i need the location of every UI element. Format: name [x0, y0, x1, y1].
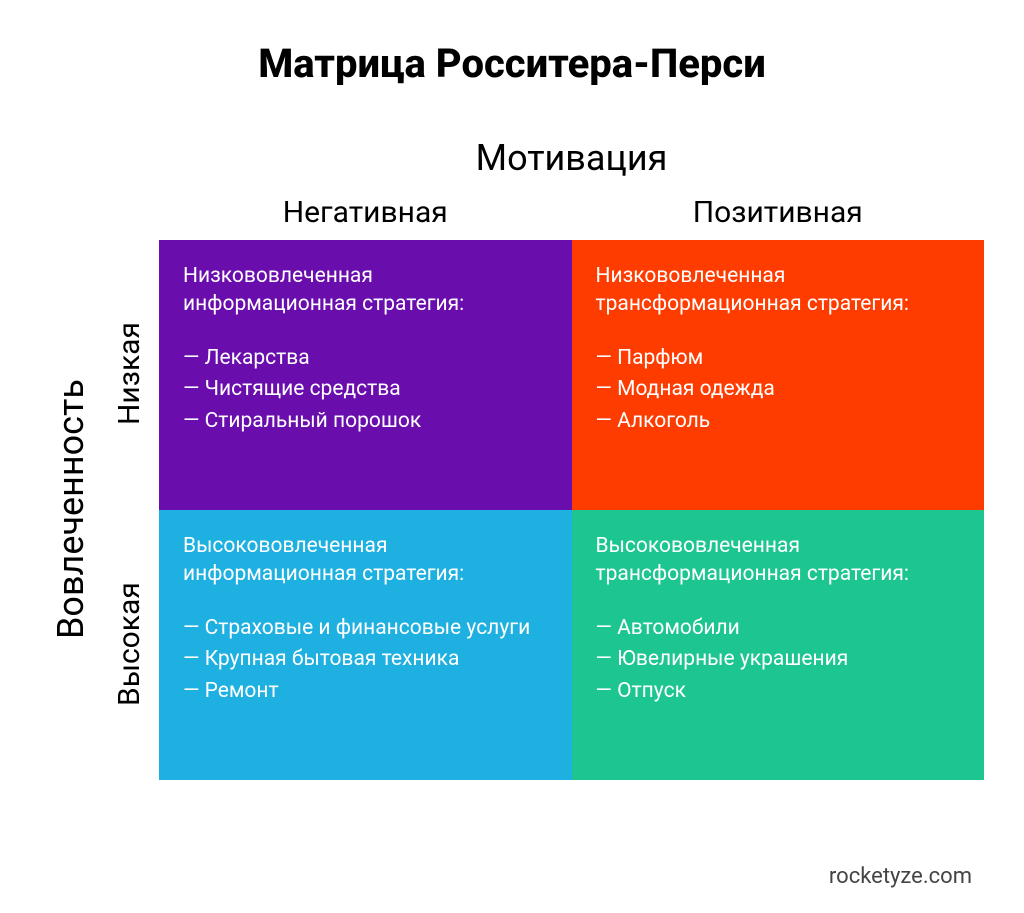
x-sub-labels: Негативная Позитивная	[159, 195, 984, 230]
diagram-wrapper: Вовлеченность Низкая Высокая Мотивация Н…	[50, 137, 984, 780]
quadrant-q2-item-1: — Модная одежда	[596, 374, 961, 406]
quadrant-q4-item-0: — Автомобили	[596, 613, 961, 645]
x-sub-label-pos: Позитивная	[572, 195, 985, 230]
quadrant-q4-item-2: — Отпуск	[596, 676, 961, 708]
y-sub-labels: Низкая Высокая	[112, 239, 147, 779]
quadrant-q1-items: — Лекарства — Чистящие средства — Стирал…	[183, 343, 548, 438]
quadrant-q3-item-0: — Страховые и финансовые услуги	[183, 613, 548, 645]
quadrant-q3-item-2: — Ремонт	[183, 676, 548, 708]
quadrant-q4-items: — Автомобили — Ювелирные украшения — Отп…	[596, 613, 961, 708]
quadrant-q4: Высокововлеченная трансформационная стра…	[572, 510, 985, 780]
quadrant-q2-item-0: — Парфюм	[596, 343, 961, 375]
quadrant-q3-items: — Страховые и финансовые услуги — Крупна…	[183, 613, 548, 708]
quadrant-q1: Низкововлеченная информационная стратеги…	[159, 240, 572, 510]
x-axis-label: Мотивация	[159, 137, 984, 179]
quadrant-q3-title: Высокововлеченная информационная стратег…	[183, 532, 548, 589]
quadrant-q2: Низкововлеченная трансформационная страт…	[572, 240, 985, 510]
diagram-title: Матрица Росситера-Перси	[40, 40, 984, 87]
quadrant-q4-item-1: — Ювелирные украшения	[596, 644, 961, 676]
quadrant-q1-item-0: — Лекарства	[183, 343, 548, 375]
quadrant-q3: Высокововлеченная информационная стратег…	[159, 510, 572, 780]
quadrant-q4-title: Высокововлеченная трансформационная стра…	[596, 532, 961, 589]
quadrant-q1-item-1: — Чистящие средства	[183, 374, 548, 406]
y-sub-label-low: Низкая	[112, 239, 147, 509]
quadrant-q1-item-2: — Стиральный порошок	[183, 406, 548, 438]
quadrant-q3-item-1: — Крупная бытовая техника	[183, 644, 548, 676]
quadrant-q2-items: — Парфюм — Модная одежда — Алкоголь	[596, 343, 961, 438]
quadrant-q2-item-2: — Алкоголь	[596, 406, 961, 438]
y-sub-label-high: Высокая	[112, 509, 147, 779]
x-sub-label-neg: Негативная	[159, 195, 572, 230]
quadrant-q2-title: Низкововлеченная трансформационная страт…	[596, 262, 961, 319]
quadrant-q1-title: Низкововлеченная информационная стратеги…	[183, 262, 548, 319]
credit-text: rocketyze.com	[829, 864, 972, 889]
y-axis-label: Вовлеченность	[50, 239, 92, 779]
matrix-grid: Низкововлеченная информационная стратеги…	[159, 240, 984, 780]
right-section: Мотивация Негативная Позитивная Низковов…	[159, 137, 984, 780]
